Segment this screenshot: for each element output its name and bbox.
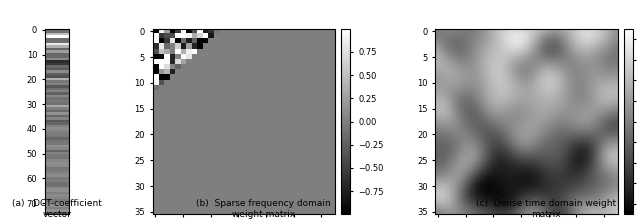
Text: (c)  Dense time domain weight
matrix: (c) Dense time domain weight matrix: [476, 199, 616, 219]
Text: (a)   DCT-coefficient
vector: (a) DCT-coefficient vector: [12, 199, 102, 219]
Text: (b)  Sparse frequency domain
weight matrix: (b) Sparse frequency domain weight matri…: [196, 199, 330, 219]
